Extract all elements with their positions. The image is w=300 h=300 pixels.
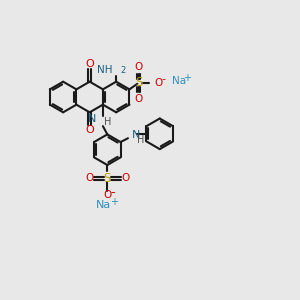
Text: O: O <box>85 173 93 183</box>
Text: N: N <box>132 130 140 140</box>
Text: 2: 2 <box>121 66 126 75</box>
Text: O: O <box>122 173 130 183</box>
Text: Na: Na <box>172 76 186 86</box>
Text: N: N <box>88 114 96 124</box>
Text: O: O <box>103 190 112 200</box>
Text: -: - <box>110 187 115 200</box>
Text: Na: Na <box>96 200 111 210</box>
Text: -: - <box>161 74 165 84</box>
Text: NH: NH <box>97 65 112 76</box>
Text: O: O <box>85 59 94 69</box>
Text: H: H <box>104 117 112 127</box>
Text: O: O <box>135 62 143 72</box>
Text: H: H <box>137 135 145 145</box>
Text: S: S <box>135 76 142 89</box>
Text: O: O <box>135 94 143 104</box>
Text: O: O <box>85 125 94 135</box>
Text: +: + <box>183 73 191 82</box>
Text: O: O <box>154 78 163 88</box>
Text: +: + <box>110 197 118 207</box>
Text: S: S <box>103 172 111 185</box>
